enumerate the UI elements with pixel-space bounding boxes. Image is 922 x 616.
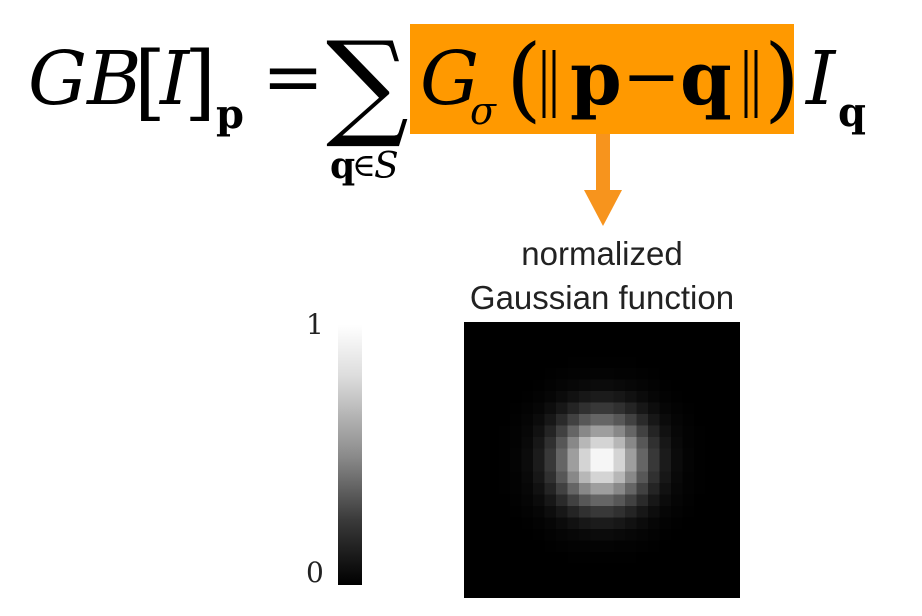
- norm-minus: −: [622, 35, 681, 117]
- kernel-left-paren: (: [506, 25, 542, 132]
- lhs-subscript: p: [216, 91, 244, 138]
- rhs-symbol: I: [804, 36, 837, 122]
- arrow-shaft: [596, 134, 610, 192]
- sum-index: q ∈ S: [330, 145, 399, 187]
- lhs-right-bracket: ]: [184, 35, 216, 130]
- gaussian-caption: normalized Gaussian function: [410, 232, 794, 320]
- colorbar-min-label: 0: [306, 556, 324, 589]
- down-arrow-icon: [584, 134, 622, 226]
- lhs-arg: I: [158, 36, 191, 122]
- caption-line-2: Gaussian function: [469, 279, 735, 316]
- sum-symbol: ∑: [326, 17, 409, 152]
- colorbar-max-label: 1: [306, 308, 324, 341]
- sum-index-set: S: [374, 146, 399, 187]
- lhs-left-bracket: [: [134, 35, 166, 130]
- caption-line-1: normalized: [521, 235, 683, 272]
- norm-p: p: [570, 36, 622, 122]
- kernel-right-paren: ): [764, 25, 800, 132]
- arrow-head: [584, 190, 622, 226]
- sum-index-in: ∈: [352, 146, 376, 184]
- kernel-highlight-box: [410, 24, 794, 134]
- rhs-subscript: q: [838, 89, 866, 136]
- lhs-name: GB: [28, 36, 142, 122]
- gaussian-kernel-image: [464, 322, 740, 598]
- kernel-symbol: G: [420, 36, 479, 122]
- sum-index-var: q: [330, 145, 355, 187]
- formula: GB [ I ] p = ∑ q ∈ S G σ ( p − q ) I q: [28, 17, 866, 226]
- kernel-subscript: σ: [470, 89, 497, 133]
- gaussian-kernel-canvas: [464, 322, 740, 598]
- norm-q: q: [680, 36, 732, 122]
- colorbar: [338, 325, 362, 585]
- equals-sign: =: [262, 34, 324, 120]
